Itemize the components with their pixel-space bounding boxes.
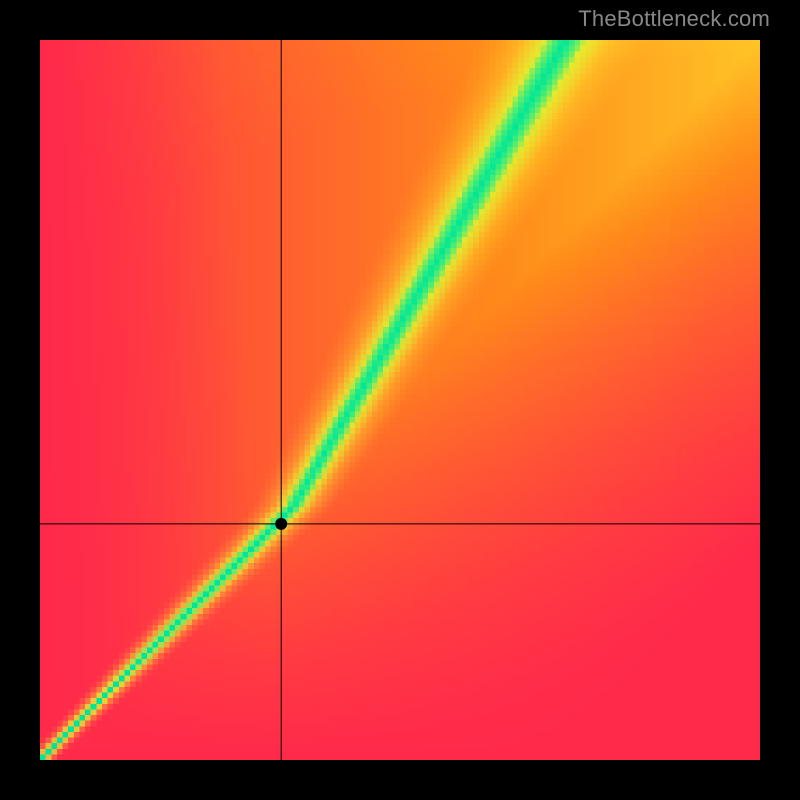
- plot-area: [40, 40, 760, 760]
- heatmap-canvas: [40, 40, 760, 760]
- watermark-text: TheBottleneck.com: [578, 6, 770, 32]
- chart-container: TheBottleneck.com: [0, 0, 800, 800]
